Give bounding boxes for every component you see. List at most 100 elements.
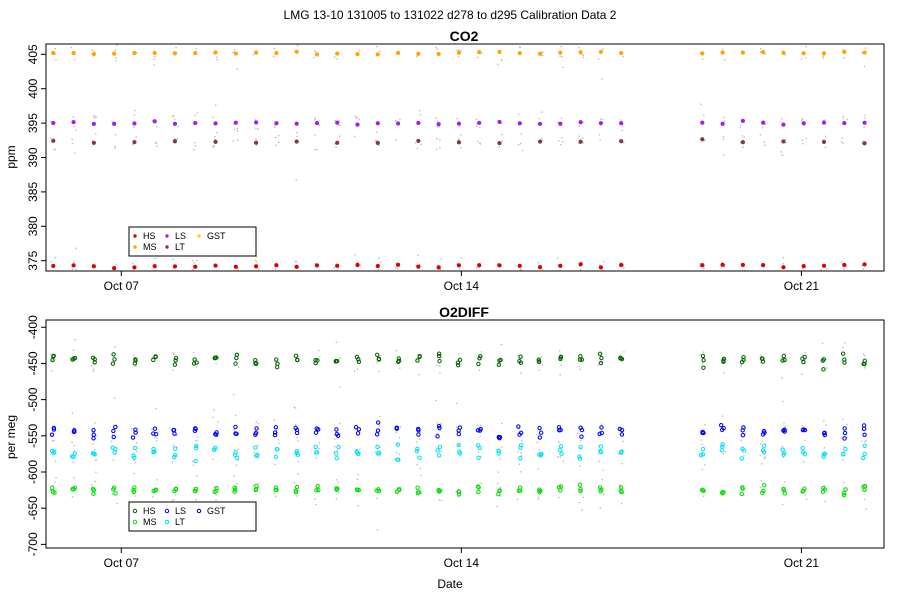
y-tick-label: 380 bbox=[26, 216, 40, 236]
data-point-ls bbox=[111, 428, 116, 434]
raw-data-point bbox=[702, 495, 705, 498]
raw-data-point bbox=[782, 262, 785, 265]
raw-data-point bbox=[337, 124, 340, 127]
raw-data-point bbox=[135, 442, 138, 444]
raw-data-point bbox=[801, 424, 803, 427]
data-point-ms bbox=[739, 491, 744, 497]
raw-data-point bbox=[134, 461, 137, 464]
raw-data-point bbox=[577, 432, 579, 435]
raw-data-point bbox=[805, 45, 808, 48]
raw-data-point bbox=[93, 50, 96, 52]
raw-data-point bbox=[151, 428, 153, 430]
data-point-ms bbox=[842, 49, 847, 55]
data-point-lt bbox=[436, 453, 442, 458]
raw-data-point bbox=[49, 137, 52, 139]
raw-data-point bbox=[94, 448, 96, 451]
data-point-ms bbox=[172, 51, 178, 56]
data-point-lt bbox=[437, 444, 443, 450]
raw-data-point bbox=[561, 140, 564, 143]
data-point-ms bbox=[395, 50, 401, 56]
raw-data-point bbox=[376, 529, 379, 531]
raw-data-point bbox=[357, 504, 359, 507]
raw-data-point bbox=[804, 352, 807, 354]
raw-data-point bbox=[212, 116, 214, 119]
raw-data-point bbox=[538, 496, 540, 499]
data-point-lt bbox=[843, 446, 848, 452]
raw-data-point bbox=[496, 482, 499, 485]
data-point-ls bbox=[437, 425, 442, 431]
raw-data-point bbox=[436, 48, 439, 50]
data-point-hs bbox=[781, 265, 786, 270]
raw-data-point bbox=[414, 141, 417, 144]
raw-data-point bbox=[395, 431, 398, 434]
data-point-hs bbox=[497, 358, 502, 363]
raw-data-point bbox=[379, 50, 381, 53]
data-point-ls bbox=[193, 426, 198, 431]
legend-marker-gst bbox=[196, 508, 202, 514]
data-point-ls bbox=[394, 426, 399, 431]
raw-data-point bbox=[234, 429, 236, 432]
data-point-hs bbox=[517, 263, 522, 268]
raw-data-point bbox=[273, 126, 276, 128]
raw-data-point bbox=[73, 152, 76, 154]
data-point-ms bbox=[537, 51, 543, 57]
raw-data-point bbox=[701, 362, 704, 365]
legend-marker-gst bbox=[197, 234, 201, 238]
raw-data-point bbox=[70, 46, 73, 49]
co2-y-ticks: 375 380 385 390 395 400 405 bbox=[26, 44, 46, 271]
raw-data-point bbox=[314, 148, 317, 151]
raw-data-point bbox=[759, 454, 762, 457]
raw-data-point bbox=[115, 57, 117, 59]
data-point-hs bbox=[274, 365, 280, 370]
x-tick-label: Oct 14 bbox=[444, 279, 480, 293]
raw-data-point bbox=[234, 414, 237, 417]
raw-data-point bbox=[192, 351, 195, 354]
raw-data-point bbox=[399, 118, 401, 121]
raw-data-point bbox=[475, 123, 478, 125]
data-point-lt bbox=[720, 442, 725, 447]
raw-data-point bbox=[236, 139, 239, 141]
raw-data-point bbox=[212, 416, 214, 419]
raw-data-point bbox=[801, 267, 804, 270]
y-tick-label: -600 bbox=[26, 460, 40, 484]
data-point-ls bbox=[294, 427, 300, 433]
data-point-lt bbox=[334, 456, 340, 461]
raw-data-point bbox=[172, 369, 174, 371]
data-point-hs bbox=[192, 357, 197, 362]
raw-data-point bbox=[375, 361, 378, 364]
raw-data-point bbox=[764, 456, 767, 458]
raw-data-point bbox=[232, 475, 235, 477]
raw-data-point bbox=[95, 434, 98, 437]
data-point-hs bbox=[193, 264, 198, 269]
data-point-hs bbox=[194, 360, 199, 365]
raw-data-point bbox=[153, 64, 155, 66]
raw-data-point bbox=[416, 55, 418, 58]
raw-data-point bbox=[561, 55, 563, 58]
data-point-lt bbox=[354, 449, 359, 454]
raw-data-point bbox=[338, 422, 341, 425]
data-point-ms bbox=[374, 488, 379, 493]
legend-label-gst: GST bbox=[207, 231, 226, 241]
raw-data-point bbox=[600, 361, 602, 364]
data-point-lt bbox=[740, 446, 745, 452]
data-point-lt bbox=[51, 449, 57, 454]
raw-data-point bbox=[704, 139, 706, 142]
raw-data-point bbox=[297, 440, 300, 442]
data-point-ls bbox=[598, 121, 604, 126]
raw-data-point bbox=[54, 256, 56, 259]
data-point-hs bbox=[456, 263, 462, 268]
data-point-ls bbox=[842, 426, 847, 431]
raw-data-point bbox=[519, 471, 522, 473]
raw-data-point bbox=[499, 486, 502, 489]
data-point-lt bbox=[619, 449, 624, 454]
data-point-lt bbox=[862, 141, 867, 146]
raw-data-point bbox=[785, 138, 787, 141]
raw-data-point bbox=[500, 495, 502, 497]
raw-data-point bbox=[337, 492, 340, 494]
data-point-hs bbox=[112, 357, 117, 362]
raw-data-point bbox=[601, 118, 604, 121]
raw-data-point bbox=[233, 128, 236, 131]
raw-data-point bbox=[455, 491, 457, 493]
data-point-ls bbox=[761, 428, 767, 434]
